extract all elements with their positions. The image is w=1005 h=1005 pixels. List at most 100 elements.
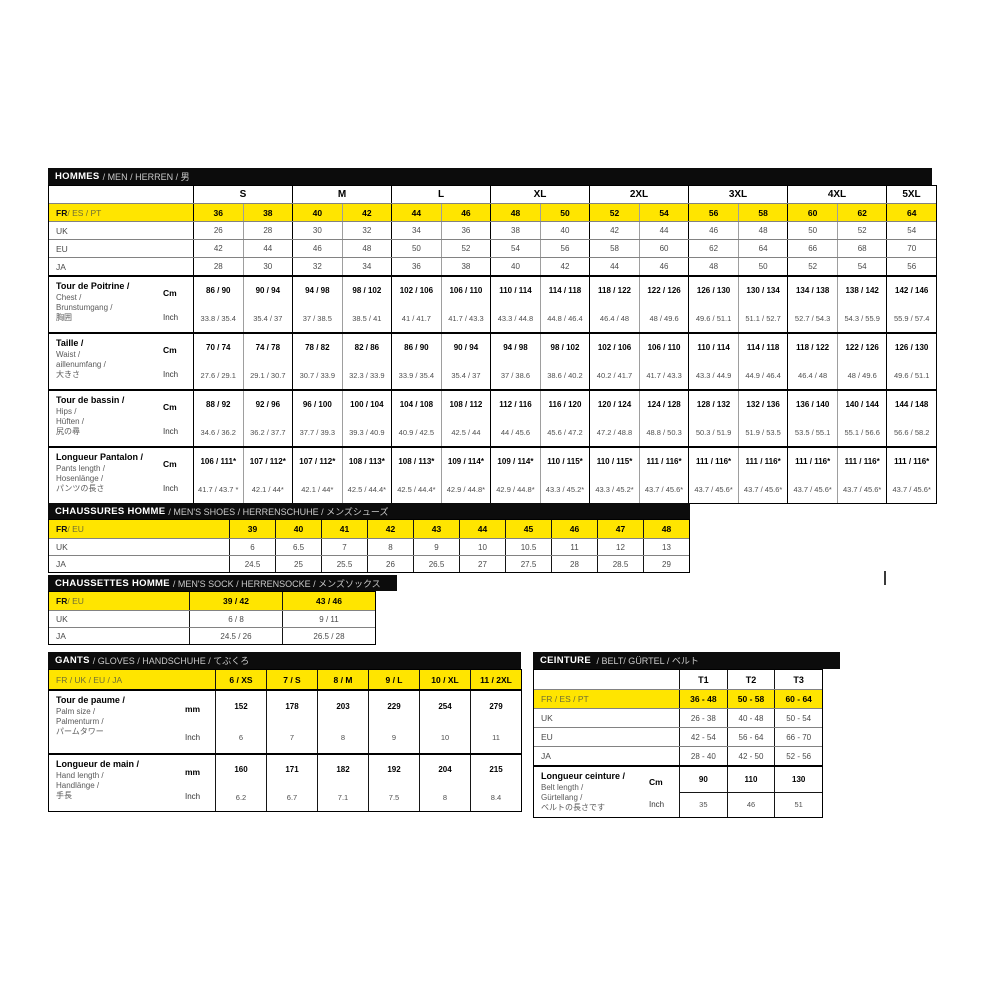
belt-section-subtitle: / BELT/ GÜRTEL / ベルト (593, 656, 699, 666)
measure-cell: 92 / 96 36.2 / 37.7 (242, 391, 293, 446)
shoe-ja-cell: 28.5 (597, 556, 643, 572)
uk-size-cell: 28 (242, 222, 293, 239)
value-bottom: 38.6 / 40.2 (547, 370, 583, 380)
value-bottom: 38.5 / 41 (352, 313, 382, 323)
waist-label-text: Taille / Waist / aillenumfang / 大きさ (56, 338, 106, 380)
shoe-size-cell: 41 (321, 520, 367, 538)
measure-cell: 182 7.1 (317, 755, 368, 811)
belt-eu-cell: 42 - 54 (690, 732, 716, 742)
value-bottom: 35 (680, 791, 727, 818)
shoes-uk-row: UK 6 6.5 7 8 9 10 10.5 11 12 13 (49, 538, 689, 555)
socks-uk-row: UK 6 / 8 9 / 11 (49, 610, 375, 627)
ja-size-cell: 52 (787, 258, 837, 275)
value-bottom: 48 / 49.6 (847, 370, 877, 380)
belt-t-cell: T2 (726, 670, 775, 689)
gloves-section-subtitle: / GLOVES / HANDSCHUHE / てぶくろ (92, 656, 250, 666)
value-bottom: 37.7 / 39.3 (299, 427, 336, 437)
measure-cell: 94 / 98 37 / 38.5 (292, 277, 342, 332)
belt-uk-cell: 50 - 54 (774, 709, 822, 727)
fr-size-cell: 60 (787, 204, 837, 221)
chest-measure-row: Tour de Poitrine / Chest / Brunstumgang … (49, 275, 936, 332)
belt-uk-row: UK 26 - 38 40 - 48 50 - 54 (534, 708, 822, 727)
uk-size-cell: 32 (341, 222, 392, 239)
value-top: 102 / 106 (597, 343, 632, 353)
value-top: 254 (438, 702, 452, 711)
belt-size-cell: 36 - 48 (690, 694, 717, 704)
value-top: 90 (698, 774, 708, 784)
belt-size-cell: 50 - 58 (726, 690, 775, 708)
belt-t-cells: T1 T2 T3 (680, 670, 822, 689)
belt-uk-cell: 40 - 48 (726, 709, 775, 727)
value-top: 111 / 116* (844, 457, 880, 467)
shoes-fr-eu-row: FR / EU 39 40 41 42 43 44 45 46 47 48 (49, 520, 689, 538)
measure-cell: 112 / 116 44 / 45.6 (490, 391, 540, 446)
value-bottom: 40.9 / 42.5 (398, 427, 435, 437)
belt-ja-row: JA 28 - 40 42 - 50 52 - 56 (534, 746, 822, 765)
eu-size-cell: 54 (490, 240, 540, 257)
measure-cell: 102 / 106 40.2 / 41.7 (589, 334, 639, 389)
value-top: 122 / 126 (647, 286, 681, 296)
waist-units: Cm Inch (163, 345, 179, 380)
shoes-uk-label: UK (49, 539, 230, 555)
measure-cell: 128 / 132 50.3 / 51.9 (688, 391, 738, 446)
socks-section-header: CHAUSSETTES HOMME / MEN'S SOCK / HERRENS… (48, 575, 397, 591)
measure-cell: 126 / 130 49.6 / 51.1 (886, 334, 936, 389)
value-bottom: 11 (492, 733, 500, 742)
value-bottom: 34.6 / 36.2 (200, 427, 236, 437)
hips-label-cell: Tour de bassin / Hips / Hüften / 尻の尋 Cm … (49, 391, 194, 446)
value-top: 107 / 112* (249, 457, 286, 467)
value-top: 112 / 116 (499, 400, 532, 410)
shoe-ja-cell: 25 (275, 556, 321, 572)
value-top: 74 / 78 (255, 343, 281, 353)
value-top: 111 / 116* (894, 457, 930, 467)
socks-ja-row: JA 24.5 / 26 26.5 / 28 (49, 627, 375, 644)
value-bottom: 48.8 / 50.3 (646, 427, 682, 437)
value-top: 86 / 90 (404, 343, 429, 353)
eu-size-row: EU 42 44 46 48 50 52 54 56 58 60 62 64 66 68 70 (49, 239, 936, 257)
value-top: 108 / 112 (449, 400, 483, 410)
value-bottom: 35.4 / 37 (253, 313, 283, 323)
eu-size-cell: 58 (589, 240, 639, 257)
shoes-section-title: CHAUSSURES HOMME (55, 505, 166, 517)
hips-measure-row: Tour de bassin / Hips / Hüften / 尻の尋 Cm … (49, 389, 936, 446)
eu-size-cell: 48 (341, 240, 392, 257)
value-top: 78 / 82 (305, 343, 330, 353)
value-bottom: 43.7 / 45.6* (842, 484, 882, 494)
measure-cell: 108 / 113* 42.5 / 44.4* (391, 448, 441, 503)
shoe-size-cell: 45 (505, 520, 551, 538)
eu-size-cell: 50 (391, 240, 441, 257)
value-top: 111 / 116* (795, 457, 831, 467)
measure-cell: 114 / 118 44.8 / 46.4 (539, 277, 590, 332)
value-top: 124 / 128 (647, 400, 681, 410)
value-bottom: 51.9 / 53.5 (745, 427, 781, 437)
measure-cell: 122 / 126 48 / 49.6 (638, 277, 689, 332)
value-bottom: 42.5 / 44 (451, 427, 481, 437)
socks-fr-eu-row: FR / EU 39 / 42 43 / 46 (49, 592, 375, 610)
uk-size-cell: 46 (688, 222, 738, 239)
belt-ja-label: JA (534, 747, 680, 765)
value-top: 204 (438, 764, 452, 774)
belt-ja-cell: 52 - 56 (774, 747, 822, 765)
eu-size-cell: 62 (688, 240, 738, 257)
value-bottom: 41.7 / 43.3 (646, 370, 682, 380)
eu-size-cell: 56 (539, 240, 590, 257)
value-top: 106 / 110 (647, 343, 681, 353)
pants-value-cells: 106 / 111* 41.7 / 43.7 * 107 / 112* 42.1 / … (194, 448, 936, 503)
chest-value-cells: 86 / 90 33.8 / 35.4 90 / 94 35.4 / 37 94 / 9… (194, 277, 936, 332)
measure-cell: 203 8 (317, 691, 368, 753)
fr-size-cells: 36 38 40 42 44 46 48 50 52 54 56 58 60 62 64 (194, 204, 936, 221)
value-bottom: 49.6 / 51.1 (893, 370, 930, 380)
value-top: 70 / 74 (206, 343, 231, 353)
value-top: 182 (336, 764, 350, 774)
value-top: 108 / 113* (398, 457, 435, 467)
measure-cell: 107 / 112* 42.1 / 44* (292, 448, 342, 503)
fr-size-cell: 64 (886, 204, 936, 221)
ja-size-cells: 28 30 32 34 36 38 40 42 44 46 48 50 52 54 56 (194, 258, 936, 275)
shoe-ja-cell: 26.5 (413, 556, 459, 572)
shoe-size-cell: 47 (597, 520, 643, 538)
shoe-ja-cell: 25.5 (321, 556, 367, 572)
measure-cell: 109 / 114* 42.9 / 44.8* (490, 448, 540, 503)
shoe-size-cell: 39 (247, 524, 258, 534)
men-section-title: HOMMES (55, 171, 100, 182)
